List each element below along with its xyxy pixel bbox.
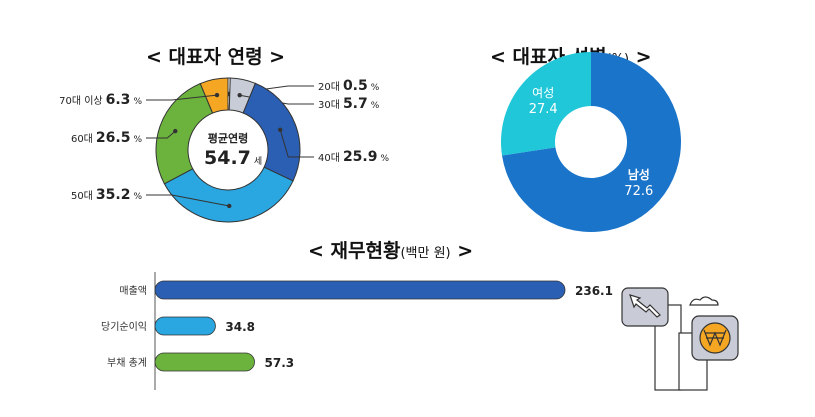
age-category: 60대 bbox=[71, 133, 93, 145]
age-value: 25.9 bbox=[343, 149, 378, 165]
age-category: 40대 bbox=[318, 152, 340, 164]
bar-당기순이익 bbox=[154, 316, 216, 336]
leader-line bbox=[146, 94, 218, 101]
age-value: 26.5 bbox=[96, 130, 131, 146]
cloud-icon bbox=[689, 296, 719, 306]
age-unit: % bbox=[371, 101, 380, 111]
bar-value-label: 236.1 bbox=[575, 284, 613, 298]
bar-value-label: 34.8 bbox=[225, 320, 255, 334]
gender-label-남성: 남성 bbox=[628, 167, 650, 182]
age-unit: % bbox=[133, 97, 142, 107]
age-chart-title: < 대표자 연령 > bbox=[146, 42, 285, 69]
age-slice-40대 bbox=[242, 82, 301, 182]
finance-illustration bbox=[621, 287, 739, 391]
age-category: 70대 이상 bbox=[59, 95, 103, 107]
bar-category-label: 매출액 bbox=[119, 285, 147, 297]
age-unit: % bbox=[371, 83, 380, 93]
leader-line bbox=[279, 129, 314, 158]
gender-value-남성: 72.6 bbox=[624, 184, 653, 199]
age-value: 35.2 bbox=[96, 187, 131, 203]
avg-age-number: 54.7 bbox=[204, 147, 251, 169]
bar-매출액 bbox=[154, 280, 566, 300]
age-unit: % bbox=[133, 192, 142, 202]
age-unit: % bbox=[133, 135, 142, 145]
age-category: 50대 bbox=[71, 190, 93, 202]
avg-age-unit: 세 bbox=[254, 156, 262, 167]
leader-line bbox=[146, 130, 176, 139]
finance-title-unit: (백만 원) bbox=[400, 246, 451, 261]
age-value: 6.3 bbox=[106, 92, 131, 108]
gender-label-여성: 여성 bbox=[532, 86, 554, 100]
age-title-text: < 대표자 연령 > bbox=[146, 46, 286, 68]
finance-title-text: < 재무현황 bbox=[308, 240, 401, 262]
gender-slice-남성 bbox=[502, 52, 681, 232]
age-category: 20대 bbox=[318, 81, 340, 93]
gender-title-end: > bbox=[629, 46, 652, 68]
bar-category-label: 부채 총계 bbox=[107, 357, 147, 369]
age-value: 0.5 bbox=[343, 78, 368, 94]
arrow-up-icon bbox=[629, 294, 661, 318]
avg-age-label: 평균연령 bbox=[208, 131, 248, 145]
age-unit: % bbox=[380, 154, 389, 164]
bar-부채 총계 bbox=[154, 352, 255, 372]
finance-title-end: > bbox=[450, 240, 474, 262]
finance-chart-title: < 재무현황(백만 원) > bbox=[308, 236, 473, 263]
gender-value-여성: 27.4 bbox=[529, 102, 558, 117]
won-sign-icon bbox=[703, 329, 727, 347]
bar-value-label: 57.3 bbox=[265, 356, 295, 370]
leader-line bbox=[146, 194, 230, 207]
age-category: 30대 bbox=[318, 99, 340, 111]
age-value: 5.7 bbox=[343, 96, 368, 112]
age-slice-50대 bbox=[163, 166, 294, 223]
bar-category-label: 당기순이익 bbox=[101, 321, 147, 333]
gender-slice-여성 bbox=[501, 52, 591, 156]
